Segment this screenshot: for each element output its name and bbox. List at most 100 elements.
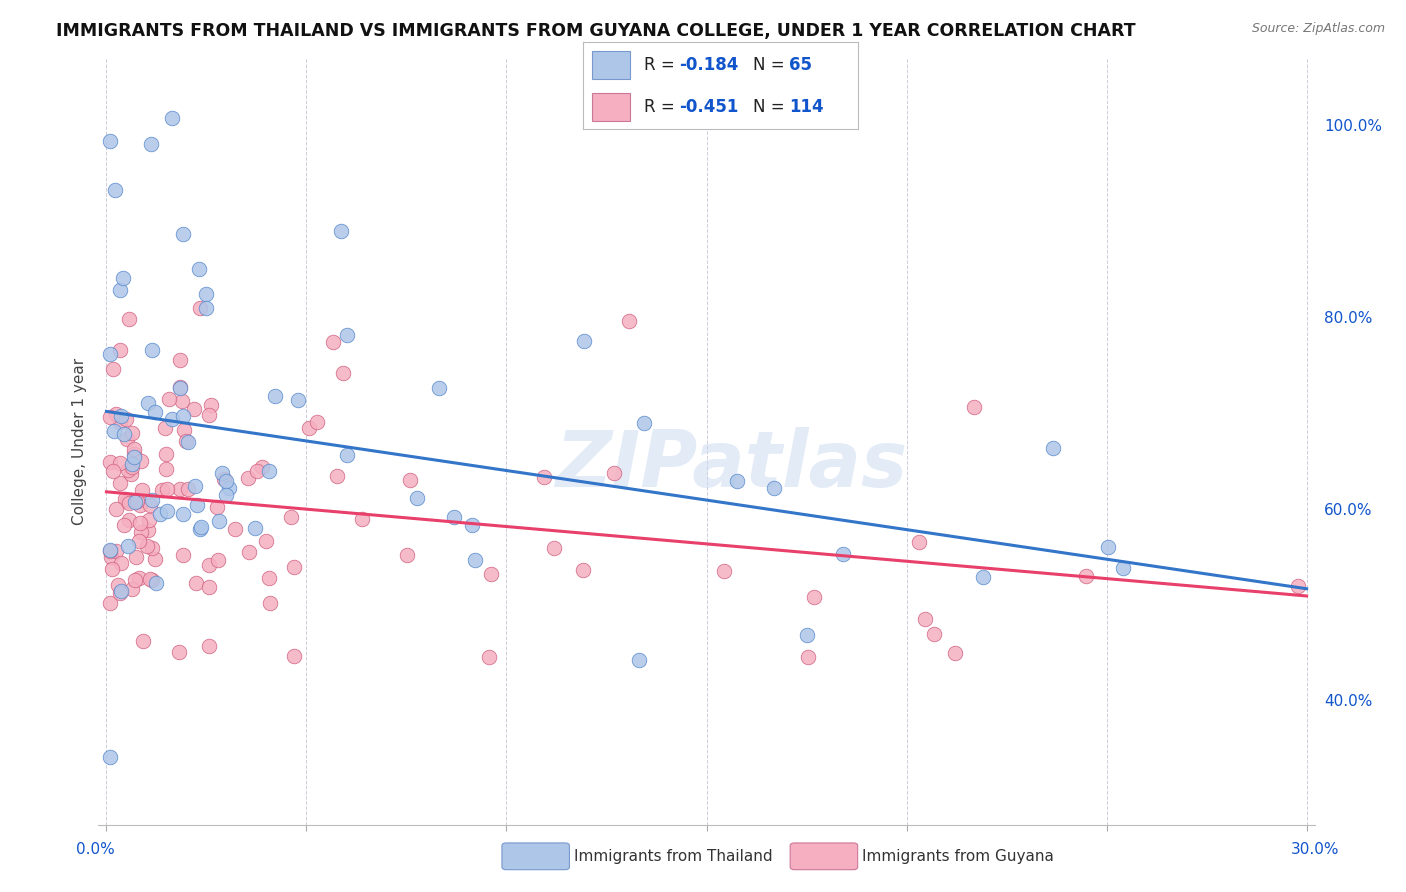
Point	[108, 456, 131, 470]
Point	[633, 416, 655, 430]
Text: 114: 114	[789, 97, 824, 116]
Point	[224, 522, 246, 536]
Point	[101, 362, 124, 376]
Point	[943, 646, 966, 660]
Point	[188, 522, 211, 536]
Point	[150, 483, 173, 498]
Point	[169, 381, 191, 395]
Point	[131, 483, 153, 497]
Point	[121, 459, 143, 474]
Point	[100, 543, 122, 558]
Point	[972, 570, 994, 584]
Point	[218, 481, 240, 495]
Point	[100, 749, 122, 764]
Point	[110, 556, 132, 570]
Point	[100, 596, 122, 610]
Point	[533, 470, 555, 484]
Point	[184, 576, 207, 591]
Point	[127, 493, 149, 508]
Point	[103, 425, 125, 439]
Point	[112, 427, 135, 442]
Text: N =: N =	[754, 55, 790, 74]
Point	[141, 492, 163, 507]
Text: R =: R =	[644, 97, 681, 116]
Point	[145, 575, 167, 590]
Point	[169, 645, 191, 659]
Point	[352, 512, 374, 526]
Point	[156, 504, 179, 518]
Point	[101, 562, 124, 576]
Point	[194, 286, 217, 301]
Point	[172, 548, 194, 562]
Point	[280, 510, 302, 524]
Point	[264, 389, 287, 403]
Point	[803, 590, 825, 604]
Point	[907, 535, 929, 549]
Bar	[592, 51, 630, 78]
Point	[108, 476, 131, 491]
Point	[395, 549, 418, 563]
Point	[124, 495, 146, 509]
Point	[108, 586, 131, 600]
Point	[1042, 441, 1064, 455]
Point	[406, 491, 429, 505]
Point	[298, 420, 321, 434]
Point	[543, 541, 565, 555]
Point	[108, 283, 131, 297]
Point	[627, 653, 650, 667]
Point	[212, 472, 235, 486]
Point	[104, 543, 127, 558]
Point	[252, 460, 274, 475]
Point	[136, 539, 159, 553]
Point	[129, 498, 152, 512]
Text: Immigrants from Guyana: Immigrants from Guyana	[862, 849, 1053, 863]
Point	[259, 596, 281, 610]
Point	[914, 612, 936, 626]
Point	[129, 516, 152, 530]
Point	[188, 301, 211, 315]
Point	[257, 571, 280, 585]
Text: Immigrants from Thailand: Immigrants from Thailand	[574, 849, 772, 863]
Point	[118, 513, 141, 527]
Point	[139, 137, 162, 152]
Point	[197, 580, 219, 594]
Point	[257, 464, 280, 478]
Point	[141, 541, 163, 555]
Point	[207, 500, 229, 515]
Point	[100, 409, 122, 424]
Text: N =: N =	[754, 97, 790, 116]
Point	[124, 549, 146, 564]
Bar	[592, 93, 630, 120]
Point	[170, 393, 193, 408]
Point	[254, 533, 277, 548]
Point	[172, 507, 194, 521]
Point	[177, 434, 200, 449]
Point	[136, 524, 159, 538]
Point	[114, 412, 136, 426]
Point	[194, 301, 217, 315]
Text: R =: R =	[644, 55, 681, 74]
Point	[121, 425, 143, 440]
Point	[427, 381, 450, 395]
Text: -0.184: -0.184	[679, 55, 738, 74]
Point	[215, 488, 238, 502]
Point	[464, 553, 486, 567]
Point	[139, 572, 162, 586]
Point	[183, 402, 205, 417]
Point	[103, 183, 125, 197]
Point	[443, 510, 465, 524]
Point	[143, 552, 166, 566]
Point	[115, 494, 138, 508]
Point	[121, 457, 143, 471]
Point	[243, 521, 266, 535]
Point	[110, 584, 132, 599]
Point	[100, 346, 122, 360]
Point	[100, 455, 122, 469]
Point	[197, 558, 219, 572]
Point	[155, 447, 177, 461]
Point	[111, 270, 134, 285]
Point	[121, 582, 143, 596]
Point	[1074, 569, 1097, 583]
Point	[208, 514, 231, 528]
Point	[713, 564, 735, 578]
